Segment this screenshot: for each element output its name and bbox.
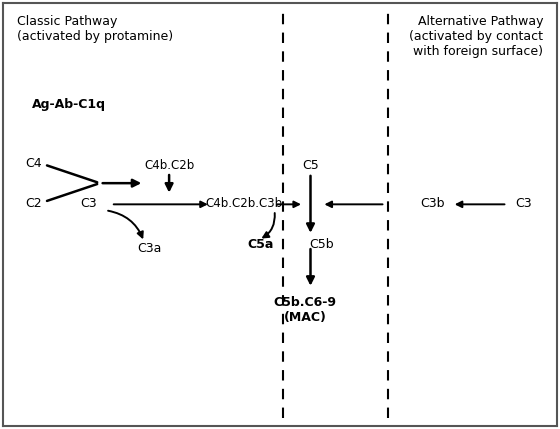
Text: Alternative Pathway
(activated by contact
with foreign surface): Alternative Pathway (activated by contac… — [409, 15, 543, 58]
Text: C5a: C5a — [248, 238, 274, 251]
Text: C2: C2 — [25, 197, 41, 210]
Text: C3b: C3b — [420, 197, 445, 210]
Text: C5b.C6-9
(MAC): C5b.C6-9 (MAC) — [273, 296, 337, 324]
Text: C4b.C2b: C4b.C2b — [144, 159, 194, 172]
Text: C3: C3 — [516, 197, 532, 210]
Text: C3: C3 — [81, 197, 97, 210]
Text: C4b.C2b.C3b: C4b.C2b.C3b — [206, 197, 283, 210]
Text: C4: C4 — [25, 157, 41, 170]
Text: C3a: C3a — [138, 242, 162, 255]
Text: Classic Pathway
(activated by protamine): Classic Pathway (activated by protamine) — [17, 15, 173, 43]
Text: Ag-Ab-C1q: Ag-Ab-C1q — [32, 98, 106, 111]
Text: C5: C5 — [302, 159, 319, 172]
Text: C5b: C5b — [309, 238, 334, 251]
